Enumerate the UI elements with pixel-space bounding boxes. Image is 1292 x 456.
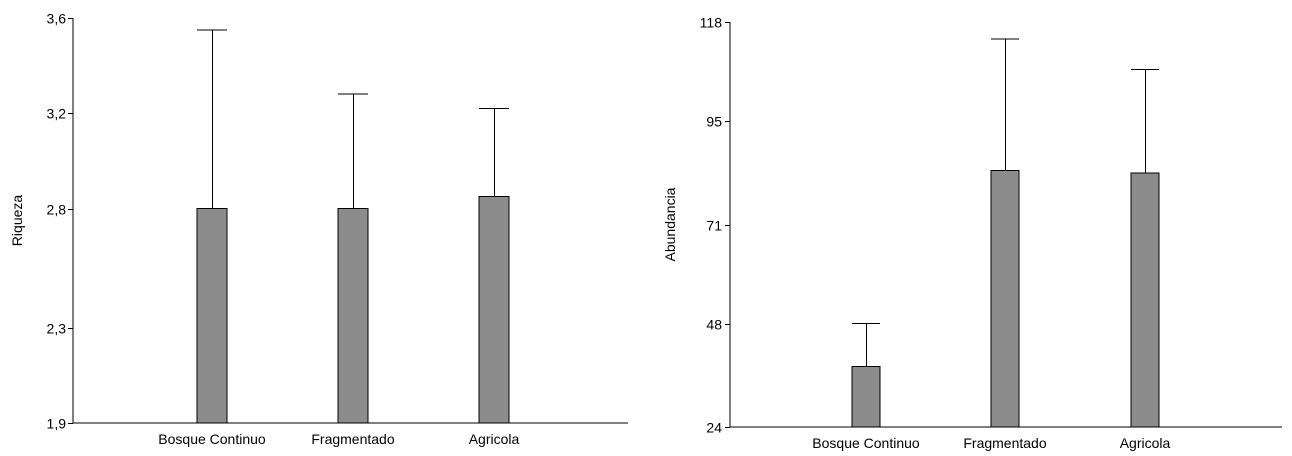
x-category-label: Agricola [469, 431, 520, 447]
x-category-label: Agricola [1120, 435, 1171, 451]
y-tick-label: 95 [706, 114, 722, 130]
y-tick-label: 3,6 [47, 11, 67, 27]
y-tick-label: 3,2 [47, 106, 67, 122]
y-tick-label: 2,8 [47, 202, 67, 218]
y-tick-label: 71 [706, 218, 722, 234]
bar-3 [1130, 172, 1160, 428]
bar-1 [851, 366, 881, 428]
y-tick-label: 48 [706, 317, 722, 333]
x-category-label: Fragmentado [311, 431, 394, 447]
y-axis-title: Riqueza [9, 195, 25, 247]
bar-1 [196, 208, 228, 424]
chart-panel-1: 1,9 2,3 2,8 3,2 3,6 Riqueza Bosque Continuo Fra… [9, 11, 628, 447]
y-axis-title: Abundancia [662, 187, 678, 261]
chart-panel-2: 24 48 71 95 118 Abundancia Bosque Continuo Frag… [662, 15, 1282, 451]
y-tick-label: 2,3 [47, 321, 67, 337]
y-tick-label: 24 [706, 420, 722, 436]
bar-3 [478, 196, 510, 424]
y-tick-label: 1,9 [47, 416, 67, 432]
y-tick-label: 118 [700, 15, 723, 31]
bar-2 [990, 170, 1020, 428]
bar-2 [337, 208, 369, 424]
x-category-label: Fragmentado [963, 435, 1046, 451]
x-category-label: Bosque Continuo [812, 435, 920, 451]
x-category-label: Bosque Continuo [158, 431, 266, 447]
